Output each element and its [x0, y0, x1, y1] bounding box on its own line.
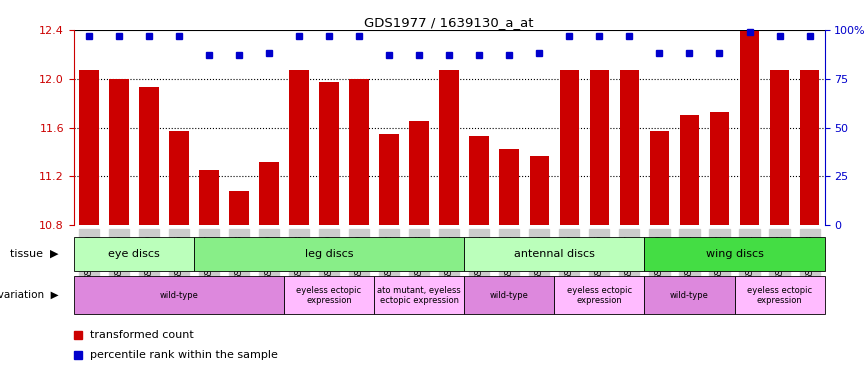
Text: transformed count: transformed count — [90, 330, 194, 340]
Text: wild-type: wild-type — [490, 291, 529, 300]
Bar — [620, 70, 639, 225]
Bar — [644, 237, 825, 271]
Bar — [555, 276, 644, 314]
Bar — [560, 70, 579, 225]
Bar — [289, 70, 309, 225]
Bar — [439, 70, 459, 225]
Text: eyeless ectopic
expression: eyeless ectopic expression — [297, 286, 362, 305]
Text: percentile rank within the sample: percentile rank within the sample — [90, 350, 278, 360]
Bar — [349, 79, 369, 225]
Bar — [74, 276, 284, 314]
Text: eyeless ectopic
expression: eyeless ectopic expression — [747, 286, 812, 305]
Bar — [374, 276, 464, 314]
Bar — [529, 156, 549, 225]
Text: wing discs: wing discs — [706, 249, 764, 259]
Bar — [464, 276, 555, 314]
Text: genotype/variation  ▶: genotype/variation ▶ — [0, 290, 59, 300]
Bar — [734, 276, 825, 314]
Text: eyeless ectopic
expression: eyeless ectopic expression — [567, 286, 632, 305]
Title: GDS1977 / 1639130_a_at: GDS1977 / 1639130_a_at — [365, 16, 534, 29]
Text: ato mutant, eyeless
ectopic expression: ato mutant, eyeless ectopic expression — [378, 286, 461, 305]
Bar — [470, 136, 489, 225]
Bar — [79, 70, 99, 225]
Text: antennal discs: antennal discs — [514, 249, 595, 259]
Bar — [284, 276, 374, 314]
Bar — [710, 112, 729, 225]
Bar — [589, 70, 609, 225]
Bar — [74, 237, 194, 271]
Bar — [379, 134, 399, 225]
Bar — [740, 31, 760, 225]
Bar — [229, 191, 249, 225]
Text: leg discs: leg discs — [305, 249, 353, 259]
Bar — [410, 122, 429, 225]
Text: wild-type: wild-type — [160, 291, 198, 300]
Bar — [199, 170, 219, 225]
Bar — [499, 150, 519, 225]
Bar — [169, 131, 188, 225]
Text: eye discs: eye discs — [108, 249, 160, 259]
Text: tissue  ▶: tissue ▶ — [10, 249, 59, 259]
Bar — [260, 162, 279, 225]
Bar — [319, 82, 339, 225]
Bar — [139, 87, 159, 225]
Bar — [109, 79, 128, 225]
Bar — [770, 70, 789, 225]
Bar — [649, 131, 669, 225]
Bar — [464, 237, 644, 271]
Bar — [644, 276, 734, 314]
Bar — [799, 70, 819, 225]
Bar — [194, 237, 464, 271]
Bar — [680, 116, 700, 225]
Text: wild-type: wild-type — [670, 291, 709, 300]
